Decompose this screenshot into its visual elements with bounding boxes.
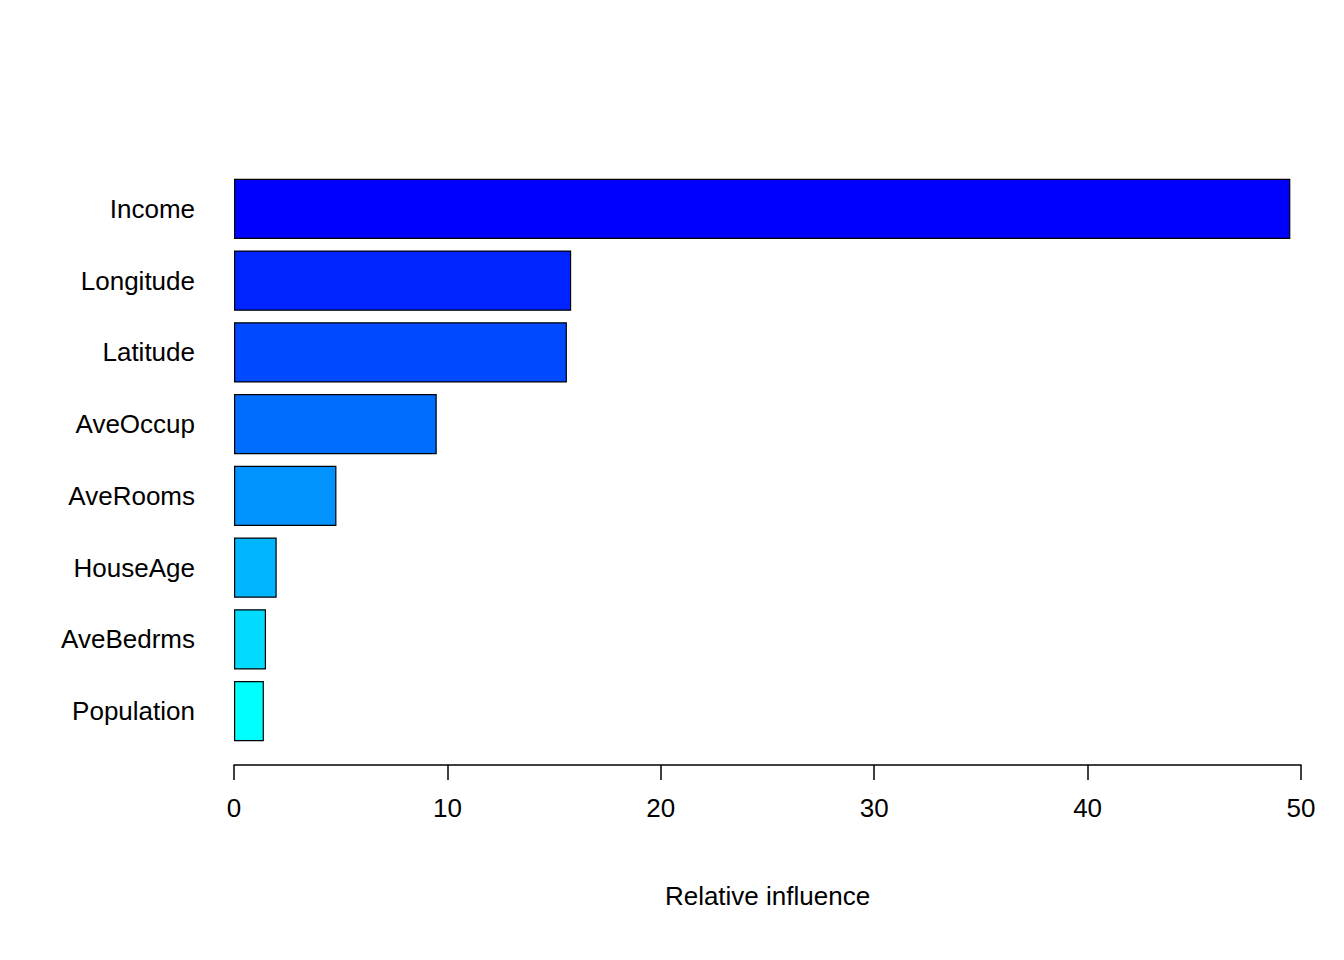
svg-text:0: 0 bbox=[227, 793, 241, 823]
svg-text:20: 20 bbox=[646, 793, 675, 823]
svg-text:HouseAge: HouseAge bbox=[74, 553, 195, 583]
svg-text:Income: Income bbox=[110, 194, 195, 224]
svg-text:40: 40 bbox=[1073, 793, 1102, 823]
svg-text:Latitude: Latitude bbox=[102, 337, 195, 367]
svg-text:AveBedrms: AveBedrms bbox=[61, 624, 195, 654]
svg-text:10: 10 bbox=[433, 793, 462, 823]
svg-text:50: 50 bbox=[1287, 793, 1316, 823]
svg-text:AveOccup: AveOccup bbox=[76, 409, 195, 439]
svg-text:Relative influence: Relative influence bbox=[665, 881, 870, 911]
svg-text:Population: Population bbox=[72, 696, 195, 726]
svg-text:Longitude: Longitude bbox=[81, 266, 195, 296]
svg-text:AveRooms: AveRooms bbox=[68, 481, 195, 511]
svg-text:30: 30 bbox=[860, 793, 889, 823]
